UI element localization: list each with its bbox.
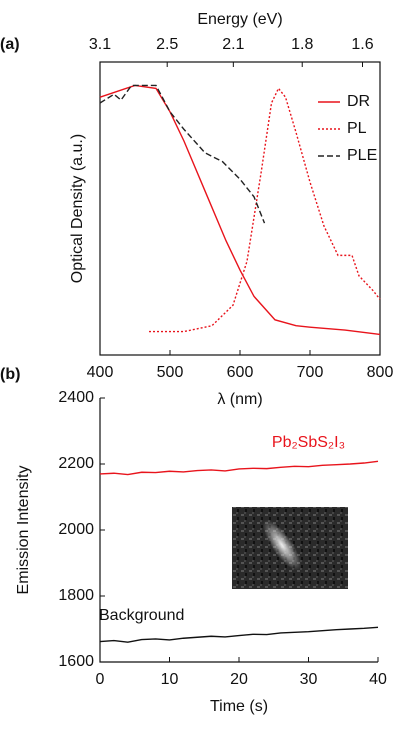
x-tick-label: 500 (157, 364, 184, 381)
x2-tick-label: 2.5 (156, 36, 178, 53)
x-tick-label: 400 (87, 364, 114, 381)
legend-label: PL (347, 120, 367, 137)
y-axis-label: Optical Density (a.u.) (69, 134, 86, 283)
x2-tick-label: 2.1 (222, 36, 244, 53)
x-tick-label: 600 (227, 364, 254, 381)
panel-label: (a) (0, 36, 20, 53)
series-label: Background (99, 607, 184, 624)
x2-tick-label: 1.6 (351, 36, 373, 53)
y-tick-label: 2200 (58, 455, 94, 472)
panel-label: (b) (0, 366, 20, 383)
y-tick-label: 2400 (58, 389, 94, 406)
plot-frame (99, 61, 381, 356)
y-axis-label: Emission Intensity (15, 466, 32, 595)
x-tick-label: 700 (297, 364, 324, 381)
x-tick-label: 800 (367, 364, 394, 381)
legend-label: DR (347, 93, 370, 110)
y-tick-label: 2000 (58, 521, 94, 538)
y-tick-label: 1800 (58, 587, 94, 604)
x-tick-label: 20 (230, 671, 248, 688)
x-tick-label: 10 (161, 671, 179, 688)
x-axis-label: λ (nm) (217, 391, 262, 408)
y-tick-label: 1600 (58, 653, 94, 670)
x-axis-label: Time (s) (210, 698, 268, 715)
series-line (149, 87, 381, 333)
x2-tick-label: 3.1 (89, 36, 111, 53)
x-tick-label: 40 (369, 671, 387, 688)
x-tick-label: 0 (96, 671, 105, 688)
series-line (99, 84, 266, 224)
x-tick-label: 30 (300, 671, 318, 688)
series-label: Pb₂SbS₂I₃ (272, 434, 345, 451)
x2-axis-label: Energy (eV) (197, 11, 282, 28)
legend-label: PLE (347, 147, 377, 164)
series-line (99, 84, 381, 336)
series-line (99, 460, 379, 476)
inset-image (232, 507, 348, 589)
x2-tick-label: 1.8 (291, 36, 313, 53)
series-line (99, 626, 379, 643)
